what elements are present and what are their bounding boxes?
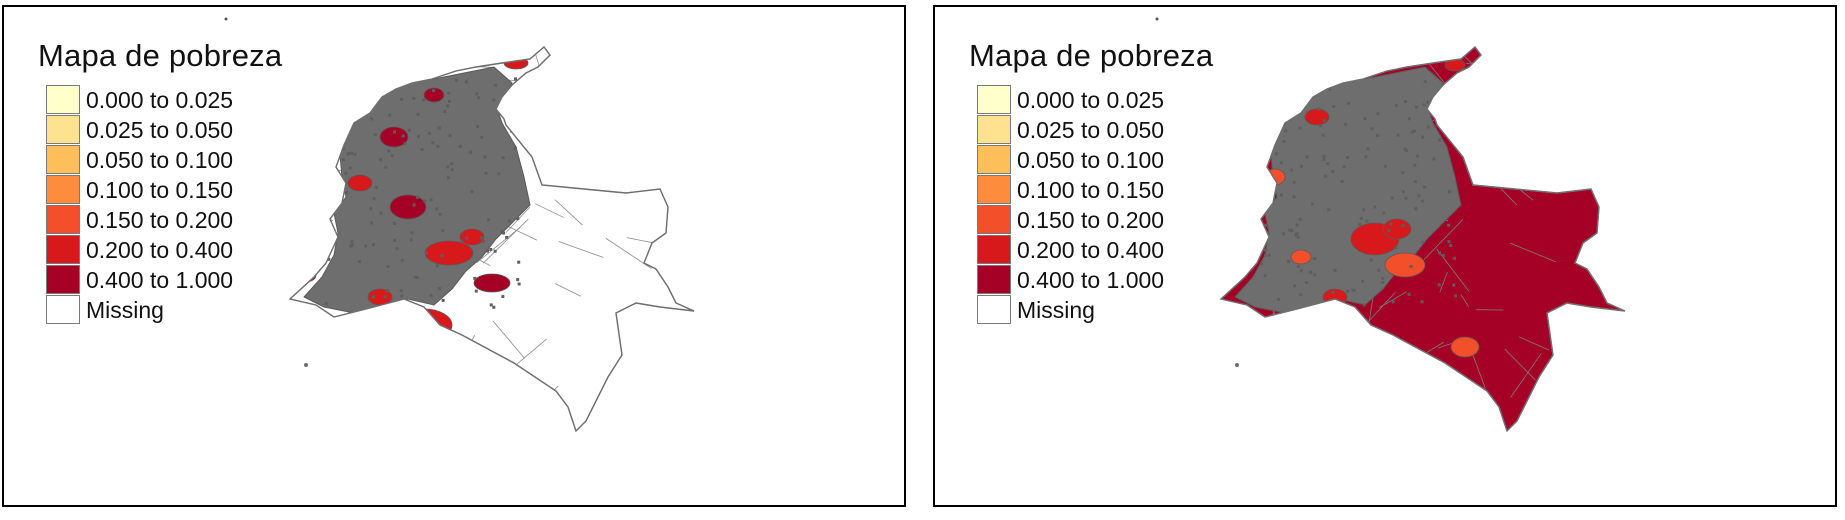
legend-label: 0.200 to 0.400 xyxy=(86,236,234,263)
legend: Mapa de pobreza 0.000 to 0.025 0.025 to 0… xyxy=(969,37,1213,325)
legend-label: Missing xyxy=(86,296,164,323)
legend-swatch xyxy=(46,85,80,114)
legend-label: 0.000 to 0.025 xyxy=(86,86,234,113)
legend-label: 0.200 to 0.400 xyxy=(1017,236,1165,263)
legend-label: Missing xyxy=(1017,296,1095,323)
island-marker xyxy=(224,17,228,21)
choropleth-map xyxy=(224,17,695,433)
legend-item: 0.050 to 0.100 xyxy=(46,145,282,175)
legend-item: 0.000 to 0.025 xyxy=(977,85,1213,115)
legend-item: 0.150 to 0.200 xyxy=(977,205,1213,235)
legend-label: 0.150 to 0.200 xyxy=(86,206,234,233)
legend-label: 0.150 to 0.200 xyxy=(1017,206,1165,233)
legend-items: 0.000 to 0.025 0.025 to 0.050 0.050 to 0.1… xyxy=(977,85,1213,325)
legend-swatch xyxy=(977,265,1011,294)
legend-item: 0.025 to 0.050 xyxy=(46,115,282,145)
legend-label: 0.025 to 0.050 xyxy=(86,116,234,143)
legend-swatch xyxy=(46,235,80,264)
colombia-map xyxy=(224,17,695,433)
legend-item: 0.050 to 0.100 xyxy=(977,145,1213,175)
legend-item: 0.000 to 0.025 xyxy=(46,85,282,115)
municipality-boundaries xyxy=(290,47,693,431)
legend-item: 0.025 to 0.050 xyxy=(977,115,1213,145)
legend-label: 0.050 to 0.100 xyxy=(1017,146,1165,173)
island-marker xyxy=(1155,17,1159,21)
legend-label: 0.100 to 0.150 xyxy=(86,176,234,203)
legend-item: 0.200 to 0.400 xyxy=(46,235,282,265)
colombia-map xyxy=(1155,17,1626,433)
map-panel-left: Mapa de pobreza 0.000 to 0.025 0.025 to 0… xyxy=(2,5,906,507)
choropleth-map xyxy=(1155,17,1626,433)
legend-label: 0.100 to 0.150 xyxy=(1017,176,1165,203)
legend-swatch xyxy=(46,265,80,294)
legend-swatch xyxy=(977,145,1011,174)
legend-item: 0.200 to 0.400 xyxy=(977,235,1213,265)
legend-label: 0.000 to 0.025 xyxy=(1017,86,1165,113)
legend-item: 0.100 to 0.150 xyxy=(977,175,1213,205)
map-panel-right: Mapa de pobreza 0.000 to 0.025 0.025 to 0… xyxy=(933,5,1837,507)
legend-item: 0.150 to 0.200 xyxy=(46,205,282,235)
legend-title: Mapa de pobreza xyxy=(38,38,283,73)
legend-items: 0.000 to 0.025 0.025 to 0.050 0.050 to 0.1… xyxy=(46,85,282,325)
legend-swatch xyxy=(977,235,1011,264)
legend-swatch xyxy=(977,175,1011,204)
municipality-boundaries xyxy=(1221,47,1625,431)
legend-item: 0.100 to 0.150 xyxy=(46,175,282,205)
legend-label: 0.400 to 1.000 xyxy=(86,266,234,293)
legend-swatch xyxy=(977,205,1011,234)
legend-swatch xyxy=(46,295,80,324)
legend-item: Missing xyxy=(46,295,282,325)
legend-item: 0.400 to 1.000 xyxy=(977,265,1213,295)
legend-item: Missing xyxy=(977,295,1213,325)
legend-swatch xyxy=(46,115,80,144)
legend: Mapa de pobreza 0.000 to 0.025 0.025 to 0… xyxy=(38,37,282,325)
legend-item: 0.400 to 1.000 xyxy=(46,265,282,295)
legend-swatch xyxy=(46,205,80,234)
legend-label: 0.400 to 1.000 xyxy=(1017,266,1165,293)
legend-swatch xyxy=(977,295,1011,324)
legend-label: 0.025 to 0.050 xyxy=(1017,116,1165,143)
legend-label: 0.050 to 0.100 xyxy=(86,146,234,173)
legend-swatch xyxy=(977,85,1011,114)
legend-swatch xyxy=(46,145,80,174)
legend-title: Mapa de pobreza xyxy=(969,38,1214,73)
legend-swatch xyxy=(46,175,80,204)
legend-swatch xyxy=(977,115,1011,144)
